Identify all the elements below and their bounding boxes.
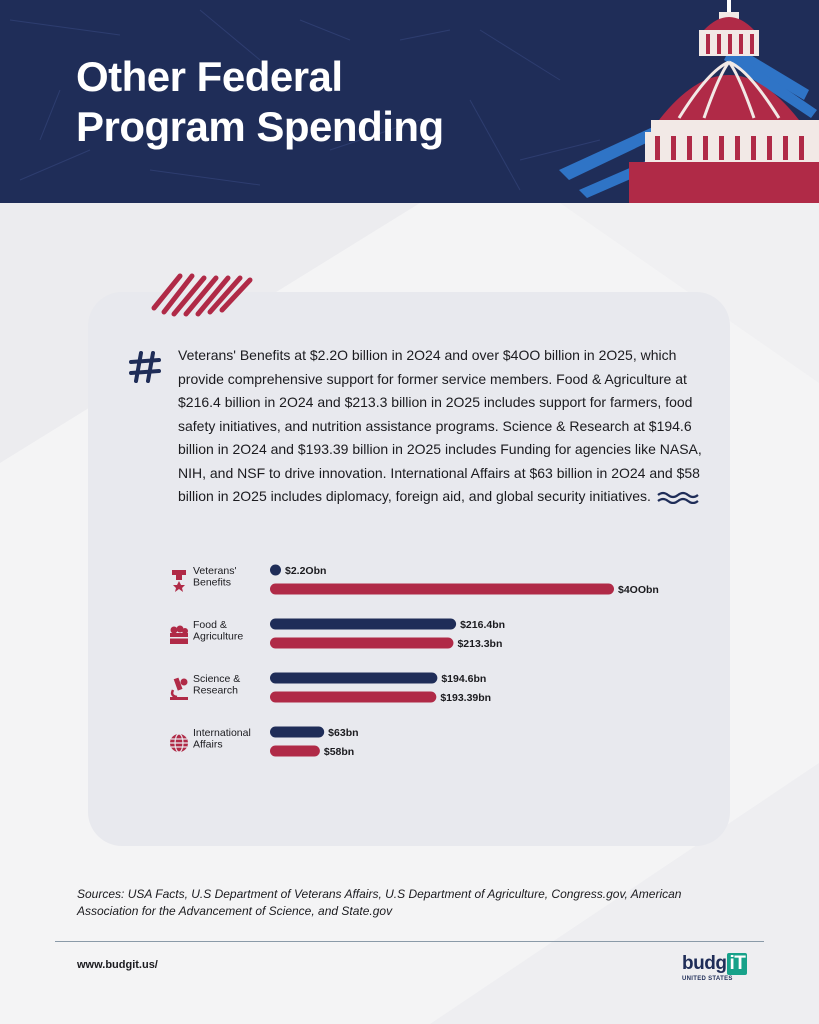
scribble-mark <box>151 273 253 317</box>
capitol-dome-icon <box>559 0 819 203</box>
crate-icon <box>170 625 188 644</box>
bar <box>270 726 325 738</box>
bar <box>270 745 320 757</box>
grunge-texture <box>9 9 601 191</box>
bar <box>270 564 281 576</box>
hash-icon <box>129 351 161 383</box>
content-card: Veterans' Benefits at $2.2O billion in 2… <box>88 292 730 846</box>
globe-icon <box>170 733 188 753</box>
page-title: Other Federal Program Spending <box>76 53 444 150</box>
bar <box>270 618 457 630</box>
bar <box>270 583 614 595</box>
medal-icon <box>172 570 186 592</box>
category-label: Affairs <box>193 739 223 751</box>
category-label: Science & <box>193 673 240 685</box>
category-label: Food & <box>193 619 227 631</box>
category-label: Research <box>193 685 238 697</box>
bar <box>270 691 437 703</box>
spending-bar-chart: Veterans' Benefits $2.2Obn $4OObn Food & Agri… <box>88 292 730 846</box>
wave-icon <box>657 492 699 505</box>
category-label: Benefits <box>193 577 231 589</box>
value-label: $194.6bn <box>441 673 486 685</box>
value-label: $58bn <box>324 746 354 758</box>
value-label: $213.3bn <box>457 638 502 650</box>
value-label: $4OObn <box>618 584 659 596</box>
sources-note: Sources: USA Facts, U.S Department of Ve… <box>77 887 682 918</box>
category-label: International <box>193 727 251 739</box>
value-label: $63bn <box>328 727 358 739</box>
value-label: $193.39bn <box>440 692 491 704</box>
value-label: $2.2Obn <box>285 565 326 577</box>
microscope-icon <box>170 677 188 700</box>
logo-word: budg <box>682 953 727 974</box>
category-label: Agriculture <box>193 631 243 643</box>
bar <box>270 637 454 649</box>
description-text: Veterans' Benefits at $2.2O billion in 2… <box>178 347 702 505</box>
value-label: $216.4bn <box>460 619 505 631</box>
logo-tt: iT <box>727 953 748 975</box>
budgit-logo: budg iT UNITED STATES <box>682 953 748 982</box>
website-link[interactable]: www.budgit.us/ <box>77 959 158 971</box>
header-banner: Other Federal Program Spending <box>0 0 819 203</box>
logo-subtitle: UNITED STATES <box>682 976 733 982</box>
footer-divider <box>55 941 764 942</box>
category-label: Veterans' <box>193 565 236 577</box>
bar <box>270 672 438 684</box>
